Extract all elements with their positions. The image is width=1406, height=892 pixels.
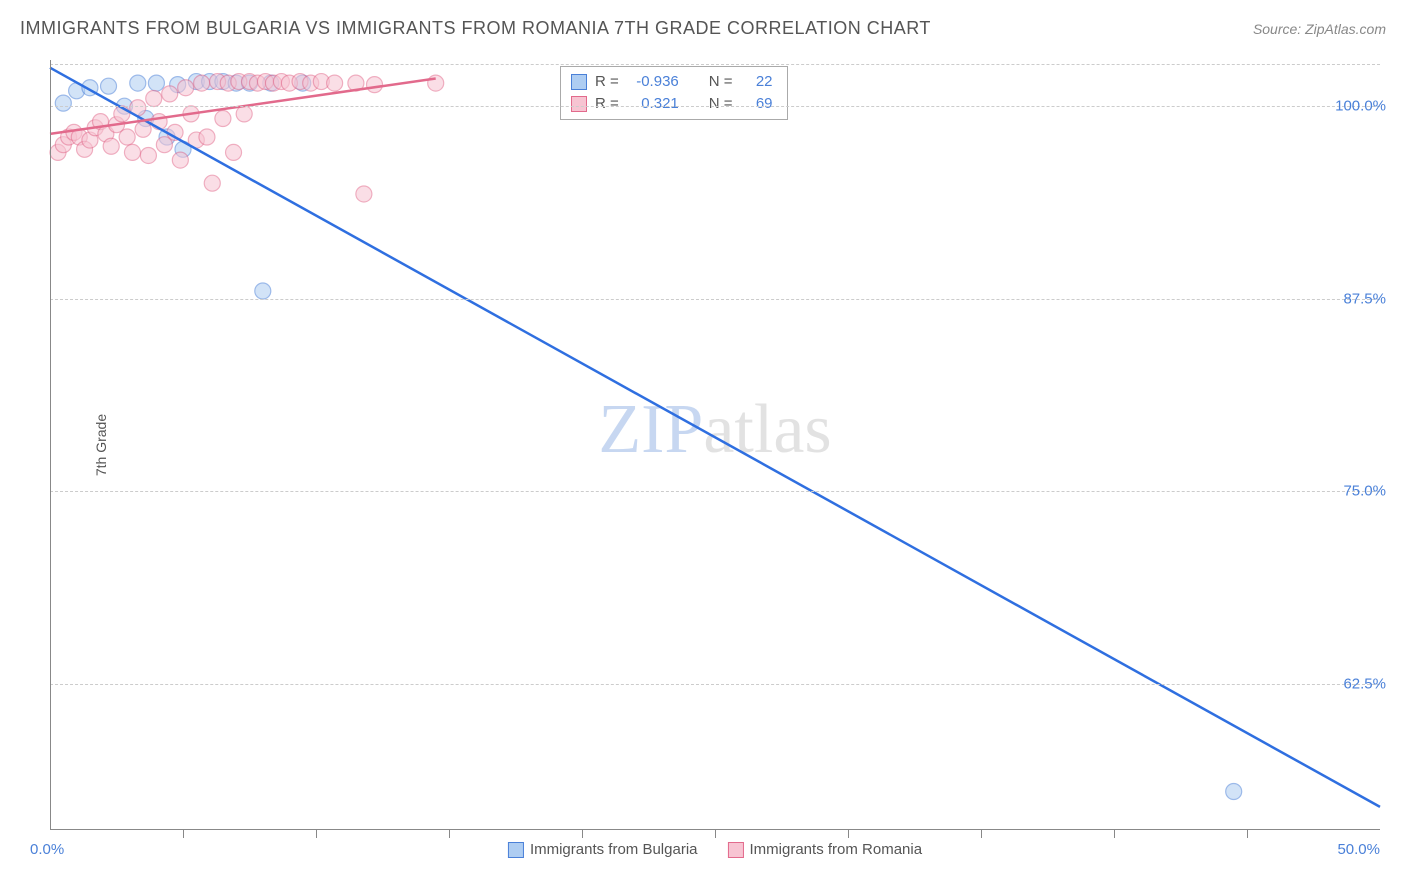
data-point [327, 75, 343, 91]
data-point [172, 152, 188, 168]
legend-label: Immigrants from Romania [750, 841, 923, 858]
source-credit: Source: ZipAtlas.com [1253, 21, 1386, 37]
x-tick [582, 830, 583, 838]
data-point [194, 75, 210, 91]
data-point [119, 129, 135, 145]
data-point [204, 175, 220, 191]
data-point [162, 86, 178, 102]
data-point [199, 129, 215, 145]
data-point [130, 75, 146, 91]
series-legend: Immigrants from Bulgaria Immigrants from … [508, 841, 922, 858]
legend-item: Immigrants from Bulgaria [508, 841, 698, 858]
y-tick-label: 62.5% [1316, 675, 1386, 692]
legend-swatch [571, 96, 587, 112]
x-tick [981, 830, 982, 838]
legend-label: Immigrants from Bulgaria [530, 841, 698, 858]
chart-title: IMMIGRANTS FROM BULGARIA VS IMMIGRANTS F… [20, 18, 931, 39]
data-point [140, 147, 156, 163]
grid-line [50, 106, 1380, 107]
correlation-row: R =-0.936N =22 [571, 71, 773, 93]
data-point [148, 75, 164, 91]
data-point [1226, 784, 1242, 800]
data-point [146, 91, 162, 107]
data-point [101, 78, 117, 94]
x-tick-label: 0.0% [30, 841, 64, 858]
trend-line [50, 68, 1380, 807]
grid-line [50, 491, 1380, 492]
data-point [367, 77, 383, 93]
data-point [55, 95, 71, 111]
grid-line [50, 299, 1380, 300]
y-axis [50, 60, 51, 830]
data-point [124, 144, 140, 160]
y-tick-label: 100.0% [1316, 98, 1386, 115]
data-point [428, 75, 444, 91]
legend-swatch [508, 842, 524, 858]
data-point [103, 138, 119, 154]
x-tick [316, 830, 317, 838]
legend-item: Immigrants from Romania [728, 841, 923, 858]
chart-header: IMMIGRANTS FROM BULGARIA VS IMMIGRANTS F… [20, 18, 1386, 39]
data-point [356, 186, 372, 202]
legend-swatch [571, 74, 587, 90]
scatter-plot: 7th Grade ZIPatlas R =-0.936N =22R =0.32… [50, 60, 1380, 830]
x-tick [715, 830, 716, 838]
grid-line [50, 684, 1380, 685]
data-point [255, 283, 271, 299]
x-tick [848, 830, 849, 838]
correlation-row: R =0.321N =69 [571, 93, 773, 115]
data-point [226, 144, 242, 160]
x-tick [449, 830, 450, 838]
x-tick [1247, 830, 1248, 838]
legend-swatch [728, 842, 744, 858]
data-point [215, 111, 231, 127]
grid-line [50, 64, 1380, 65]
x-tick [1114, 830, 1115, 838]
y-tick-label: 75.0% [1316, 483, 1386, 500]
plot-svg [50, 60, 1380, 830]
data-point [178, 80, 194, 96]
correlation-legend: R =-0.936N =22R =0.321N =69 [560, 66, 788, 120]
data-point [236, 106, 252, 122]
x-tick-label: 50.0% [1337, 841, 1380, 858]
x-tick [183, 830, 184, 838]
y-tick-label: 87.5% [1316, 290, 1386, 307]
